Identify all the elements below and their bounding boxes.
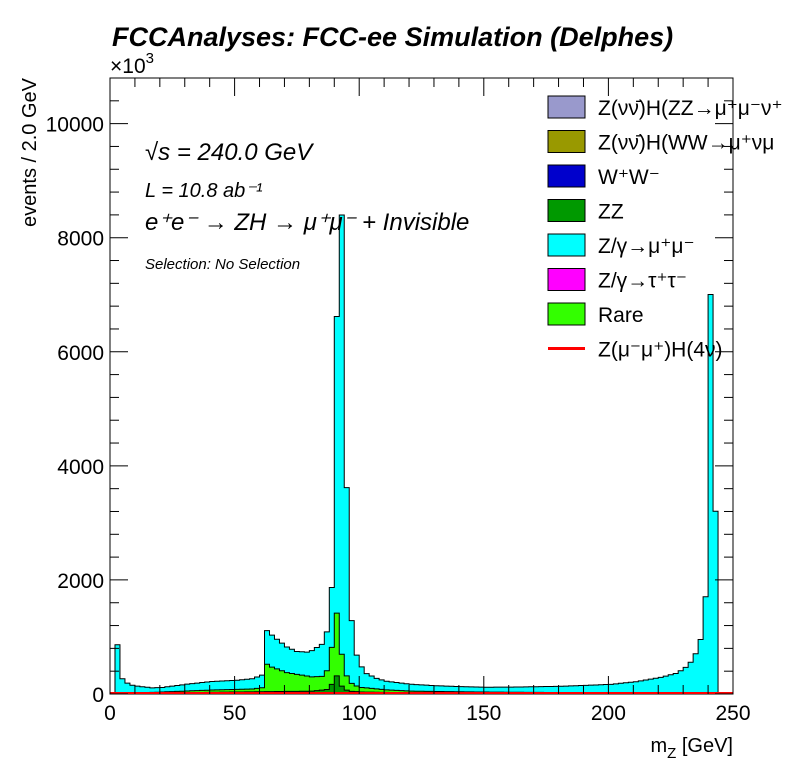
legend-label: Rare [598, 304, 644, 327]
y-tick-label: 10000 [46, 114, 104, 137]
y-tick-label: 0 [92, 684, 104, 707]
legend-swatch [547, 164, 586, 188]
x-tick-label: 50 [223, 702, 246, 725]
legend-swatch [547, 268, 586, 291]
legend-swatch [547, 302, 586, 326]
legend-label: Z(νν̄)H(WW→μ⁺νμ [598, 132, 774, 155]
x-tick-label: 0 [104, 702, 116, 725]
hist-stack-zmumu [110, 214, 734, 695]
luminosity-text: L = 10.8 ab⁻¹ [145, 180, 263, 202]
y-tick-label: 8000 [57, 228, 104, 251]
chart-title: FCCAnalyses: FCC-ee Simulation (Delphes) [112, 22, 673, 52]
legend: Z(νν̄)H(ZZ→μ⁺μ⁻ν⁺ Z(νν̄)H(WW→μ⁺νμ W⁺W⁻ ZZ Z/… [547, 95, 783, 362]
y-tick-label: 6000 [57, 342, 104, 365]
legend-label: Z/γ→μ⁺μ⁻ [598, 235, 695, 258]
selection-text: Selection: No Selection [145, 256, 300, 273]
annotation-sqrt-s: √s = 240.0 GeV [145, 139, 314, 166]
legend-label: Z(μ⁻μ⁺)H(4ν) [598, 339, 723, 362]
x-tick-label: 200 [591, 702, 626, 725]
y-tick-label: 4000 [57, 456, 104, 479]
axis-ticks: 0 50 100 150 200 250 0 2000 4000 6000 8000 10000 [46, 77, 751, 725]
legend-label: Z/γ→τ⁺τ⁻ [598, 270, 687, 293]
sqrt-s-text: √s = 240.0 GeV [145, 139, 314, 166]
x-tick-label: 100 [342, 702, 377, 725]
legend-swatch [547, 95, 586, 119]
y-tick-label: 2000 [57, 570, 104, 593]
legend-label: W⁺W⁻ [598, 166, 660, 189]
process-text: e⁺e⁻ → ZH → μ⁺μ⁻ + Invisible [145, 209, 469, 236]
legend-label: Z(νν̄)H(ZZ→μ⁺μ⁻ν⁺ [598, 97, 783, 120]
x-tick-label: 250 [715, 702, 750, 725]
legend-swatch [547, 130, 586, 153]
legend-swatch [547, 233, 586, 257]
y-axis-label: events / 2.0 GeV [19, 77, 41, 227]
x-tick-label: 150 [466, 702, 501, 725]
legend-swatch [547, 199, 586, 222]
legend-label: ZZ [598, 201, 624, 224]
